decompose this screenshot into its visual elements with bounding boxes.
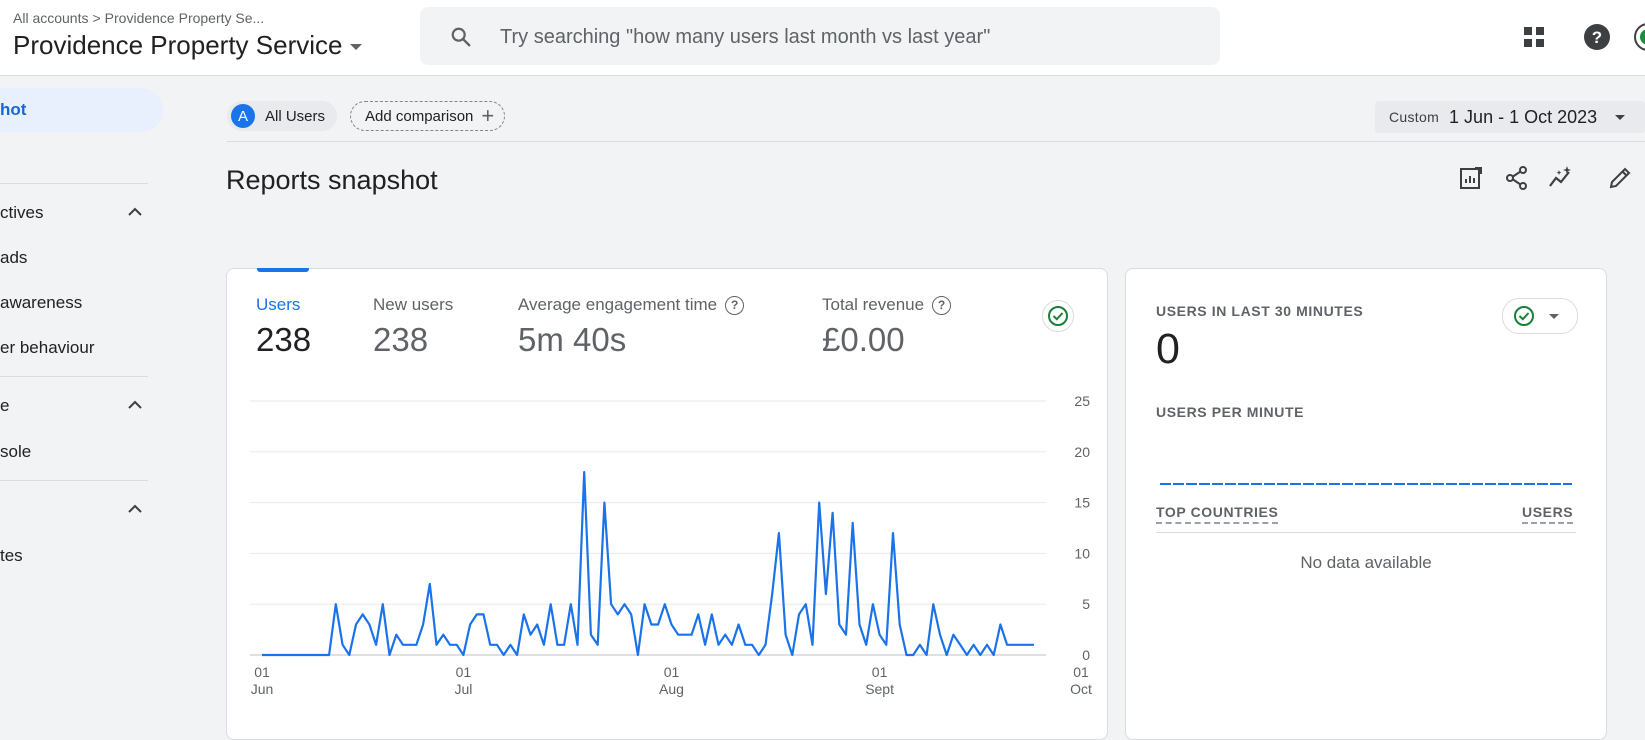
share-icon[interactable] bbox=[1504, 165, 1530, 191]
x-tick-day: 01 bbox=[872, 664, 888, 680]
x-tick-day: 01 bbox=[1073, 664, 1089, 680]
sidebar-item-search-console[interactable]: sole bbox=[0, 442, 32, 461]
sidebar-divider bbox=[0, 480, 148, 481]
metric-label: Average engagement time? bbox=[518, 295, 745, 315]
page-title: Reports snapshot bbox=[226, 165, 438, 195]
x-tick-day: 01 bbox=[254, 664, 270, 680]
date-mode: Custom bbox=[1389, 109, 1440, 125]
metric-label: Users bbox=[256, 295, 301, 314]
x-tick-month: Jul bbox=[454, 681, 472, 697]
metric-value: 238 bbox=[373, 321, 429, 358]
data-quality-button[interactable] bbox=[1042, 300, 1074, 332]
help-circle-icon[interactable]: ? bbox=[932, 296, 952, 315]
chevron-up-icon[interactable] bbox=[128, 400, 142, 410]
search-input[interactable] bbox=[498, 17, 1202, 57]
sidebar-item-awareness[interactable]: awareness bbox=[0, 293, 83, 312]
sidebar-section-life-cycle[interactable]: e bbox=[0, 396, 10, 415]
caret-down-icon bbox=[1549, 313, 1559, 319]
x-tick-month: Aug bbox=[659, 681, 684, 697]
metric-label: Total revenue? bbox=[822, 295, 952, 315]
realtime-users-value: 0 bbox=[1156, 325, 1180, 373]
sidebar-item-attributes[interactable]: tes bbox=[0, 546, 23, 565]
sidebar-item-snapshot[interactable] bbox=[0, 88, 163, 132]
users-series-line[interactable] bbox=[262, 470, 1034, 657]
insights-icon[interactable] bbox=[1548, 165, 1574, 191]
check-circle-icon bbox=[1048, 306, 1068, 326]
sidebar-item-leads[interactable]: ads bbox=[0, 248, 28, 267]
apps-grid-icon[interactable] bbox=[1519, 22, 1549, 52]
check-circle-icon bbox=[1514, 306, 1534, 326]
sidebar-item-snapshot-label: hot bbox=[0, 100, 27, 119]
col-users-text: USERS bbox=[1522, 504, 1574, 524]
help-icon[interactable]: ? bbox=[1582, 22, 1612, 52]
segment-label: All Users bbox=[265, 107, 326, 125]
col-top-countries[interactable]: TOP COUNTRIES bbox=[1156, 504, 1279, 524]
users-per-minute-label: USERS PER MINUTE bbox=[1156, 404, 1305, 420]
metric-value: 238 bbox=[256, 321, 312, 358]
realtime-title: USERS IN LAST 30 MINUTES bbox=[1156, 303, 1364, 319]
y-tick-label: 15 bbox=[1074, 495, 1090, 511]
add-comparison-label: Add comparison bbox=[365, 107, 474, 125]
x-tick-month: Jun bbox=[251, 681, 274, 697]
segment-chip-all-users[interactable]: A All Users bbox=[227, 101, 338, 131]
active-tab-indicator bbox=[257, 268, 309, 272]
sidebar-item-user-behaviour[interactable]: er behaviour bbox=[0, 338, 95, 357]
account-avatar[interactable] bbox=[1633, 22, 1645, 52]
caret-down-icon bbox=[350, 44, 363, 51]
x-tick-day: 01 bbox=[456, 664, 472, 680]
x-tick-day: 01 bbox=[664, 664, 680, 680]
date-range-picker[interactable]: Custom 1 Jun - 1 Oct 2023 bbox=[1375, 101, 1645, 133]
metric-label-text: Average engagement time bbox=[518, 295, 718, 314]
svg-text:?: ? bbox=[1592, 28, 1602, 47]
metrics-card bbox=[226, 268, 1108, 740]
plus-icon: + bbox=[481, 103, 495, 128]
no-data-message: No data available bbox=[1300, 553, 1432, 572]
search-bar[interactable] bbox=[420, 7, 1220, 65]
caret-down-icon bbox=[1615, 114, 1626, 120]
metric-label: New users bbox=[373, 295, 454, 314]
date-range-value: 1 Jun - 1 Oct 2023 bbox=[1449, 106, 1598, 127]
y-tick-label: 25 bbox=[1074, 393, 1090, 409]
breadcrumb[interactable]: All accounts > Providence Property Se... bbox=[13, 10, 264, 26]
realtime-card bbox=[1125, 268, 1607, 740]
top-app-bar: All accounts > Providence Property Se... P… bbox=[0, 0, 1645, 76]
sidebar-divider bbox=[0, 376, 148, 377]
col-users[interactable]: USERS bbox=[1522, 504, 1574, 524]
chevron-up-icon[interactable] bbox=[128, 207, 142, 217]
filter-divider bbox=[227, 141, 1645, 142]
chevron-up-icon[interactable] bbox=[128, 504, 142, 514]
search-icon bbox=[451, 27, 471, 47]
x-tick-month: Oct bbox=[1070, 681, 1092, 697]
breadcrumb-root[interactable]: All accounts bbox=[13, 10, 89, 26]
property-name: Providence Property Service bbox=[13, 30, 343, 60]
add-comparison-button[interactable]: Add comparison + bbox=[350, 101, 506, 131]
metric-value: £0.00 bbox=[822, 321, 905, 358]
metric-label-text: Total revenue bbox=[822, 295, 925, 314]
y-tick-label: 0 bbox=[1082, 647, 1090, 663]
realtime-quality-dropdown[interactable] bbox=[1502, 298, 1578, 334]
y-tick-label: 20 bbox=[1074, 444, 1090, 460]
help-circle-icon[interactable]: ? bbox=[725, 296, 745, 315]
users-per-minute-bars bbox=[1160, 483, 1572, 485]
metric-value: 5m 40s bbox=[518, 321, 627, 358]
breadcrumb-current[interactable]: Providence Property Se... bbox=[104, 10, 265, 26]
realtime-table-divider bbox=[1156, 532, 1576, 533]
segment-avatar: A bbox=[231, 104, 255, 128]
x-tick-month: Sept bbox=[865, 681, 894, 697]
property-selector[interactable]: Providence Property Service bbox=[13, 30, 363, 61]
customize-report-icon[interactable] bbox=[1458, 165, 1484, 191]
edit-pencil-icon[interactable] bbox=[1607, 165, 1633, 191]
y-tick-label: 5 bbox=[1082, 596, 1090, 612]
sidebar-divider bbox=[0, 183, 148, 184]
sidebar-section-objectives[interactable]: ctives bbox=[0, 203, 44, 222]
col-top-countries-text: TOP COUNTRIES bbox=[1156, 504, 1279, 524]
y-tick-label: 10 bbox=[1074, 545, 1090, 561]
breadcrumb-chevron-icon: > bbox=[92, 10, 101, 26]
chart-y-axis: 0 5 10 15 20 25 bbox=[1074, 393, 1090, 663]
